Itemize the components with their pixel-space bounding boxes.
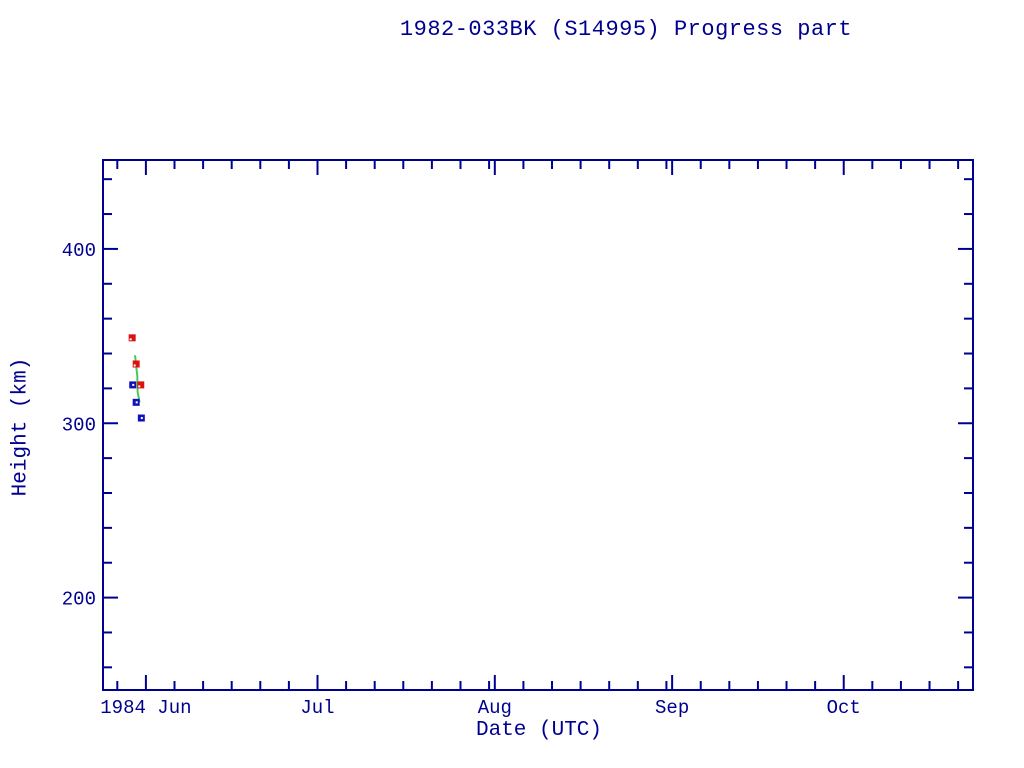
series-apogee-height xyxy=(128,334,145,389)
x-axis-label: Date (UTC) xyxy=(475,719,603,742)
y-axis-ticks: 200 300 400 xyxy=(62,178,972,669)
chart-title: 1982-033BK (S14995) Progress part xyxy=(399,17,853,42)
y-tick-label: 300 xyxy=(62,414,96,436)
y-tick-label: 200 xyxy=(62,589,96,611)
data-point-marker xyxy=(132,360,140,368)
x-tick-label: 1984 Jun xyxy=(100,697,191,719)
y-tick-label: 400 xyxy=(62,240,96,262)
plot-frame xyxy=(102,159,974,691)
x-tick-label: Aug xyxy=(478,697,512,719)
x-tick-label: Sep xyxy=(655,697,689,719)
data-point-marker xyxy=(137,381,145,389)
x-tick-label: Oct xyxy=(827,697,861,719)
data-point-marker xyxy=(128,334,136,342)
series-perigee-height xyxy=(129,381,145,422)
x-axis-ticks: 1984 Jun Jul Aug Sep Oct xyxy=(100,161,960,719)
x-tick-label: Jul xyxy=(300,697,334,719)
